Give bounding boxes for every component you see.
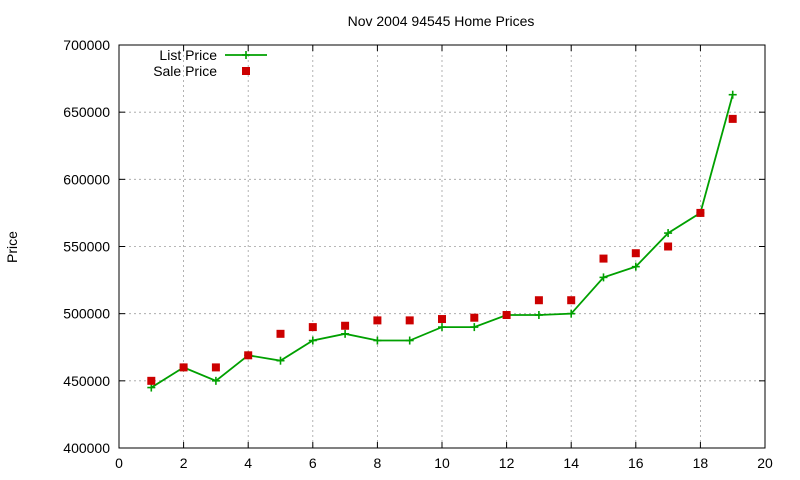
legend-label-list-price: List Price: [159, 47, 217, 63]
series-layer: [147, 90, 737, 392]
x-tick-label: 2: [180, 455, 188, 471]
list-price-point: [664, 229, 673, 238]
sale-price-point: [470, 313, 479, 322]
list-price-point: [534, 311, 543, 320]
list-price-point: [567, 309, 576, 318]
list-price-point: [308, 336, 317, 345]
x-tick-label: 0: [115, 455, 123, 471]
list-price-point: [470, 323, 479, 332]
legend-label-sale-price: Sale Price: [153, 63, 217, 79]
list-price-point: [211, 376, 220, 385]
x-tick-label: 10: [434, 455, 450, 471]
y-tick-label: 450000: [63, 373, 110, 389]
x-tick-label: 20: [757, 455, 773, 471]
sale-price-point: [244, 351, 253, 360]
x-tick-label: 4: [244, 455, 252, 471]
sale-price-point: [341, 321, 350, 330]
list-price-point: [405, 336, 414, 345]
y-tick-label: 500000: [63, 306, 110, 322]
list-price-point: [373, 336, 382, 345]
y-tick-label: 600000: [63, 171, 110, 187]
x-tick-label: 18: [693, 455, 709, 471]
y-tick-label: 550000: [63, 239, 110, 255]
sale-price-point: [308, 323, 317, 332]
plot-border: [118, 44, 766, 449]
y-axis-label: Price: [4, 231, 20, 263]
sale-price-point: [502, 311, 511, 320]
list-price-point: [276, 356, 285, 365]
list-price-point: [631, 262, 640, 271]
axis-ticks: 0 2 4 6 8 10 12 14 16 18 20 400000 450000 500000 55000…: [63, 37, 773, 471]
list-price-point: [599, 273, 608, 282]
list-price-point: [341, 329, 350, 338]
x-tick-label: 8: [374, 455, 382, 471]
sale-price-point: [696, 208, 705, 217]
x-tick-label: 6: [309, 455, 317, 471]
sale-price-point: [438, 315, 446, 324]
sale-price-point: [728, 114, 737, 123]
grid: [119, 45, 765, 448]
sale-price-point: [631, 249, 640, 258]
legend-marker-sale-price: [242, 67, 250, 75]
x-tick-label: 14: [563, 455, 579, 471]
sale-price-point: [599, 254, 608, 263]
sale-price-point: [211, 363, 220, 372]
sale-price-point: [147, 376, 156, 385]
list-price-point: [147, 383, 156, 392]
sale-price-point: [567, 296, 576, 305]
y-tick-label: 700000: [63, 37, 110, 53]
legend-marker-list-price: [242, 51, 250, 59]
sale-price-point: [373, 316, 382, 325]
y-tick-label: 400000: [63, 440, 110, 456]
chart-title: Nov 2004 94545 Home Prices: [348, 13, 535, 29]
sale-price-point: [179, 363, 188, 372]
list-price-point: [728, 90, 737, 99]
sale-price-point: [534, 296, 543, 305]
sale-price-point: [276, 329, 285, 338]
sale-price-point: [405, 316, 414, 325]
y-tick-label: 650000: [63, 104, 110, 120]
x-tick-label: 12: [499, 455, 515, 471]
sale-price-point: [664, 242, 673, 251]
list-price-point: [438, 323, 446, 332]
x-tick-label: 16: [628, 455, 644, 471]
